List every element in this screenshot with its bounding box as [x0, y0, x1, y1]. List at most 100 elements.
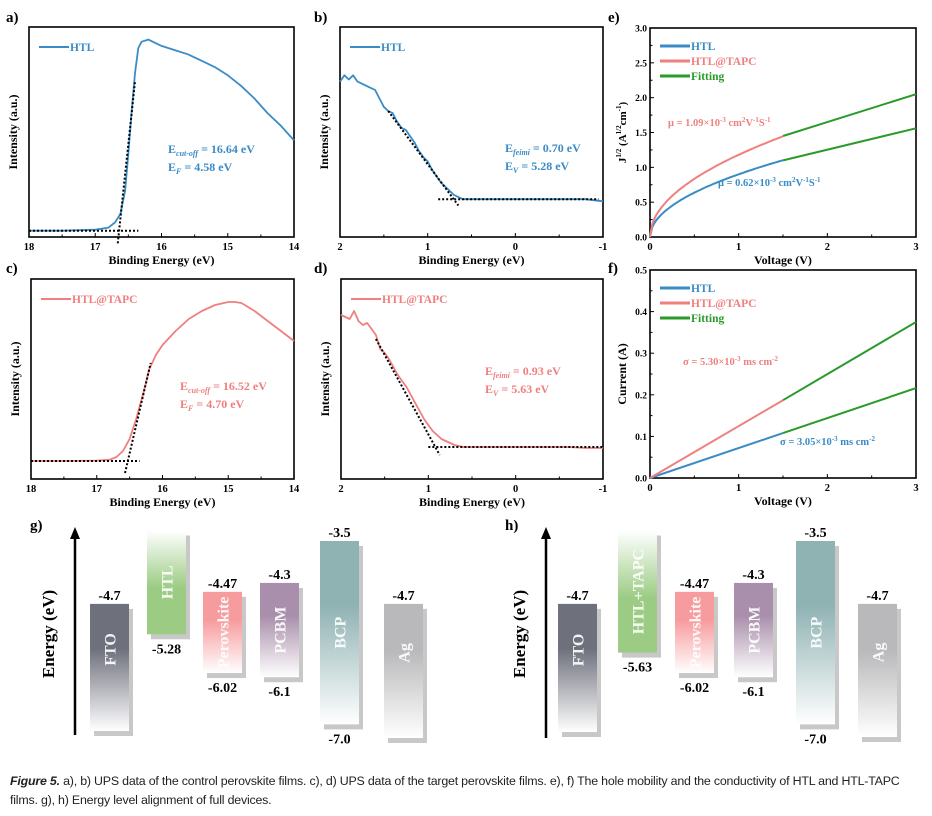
panel-label: d) — [314, 261, 327, 277]
x-tick-label: 17 — [92, 484, 103, 495]
x-tick-label: 0 — [647, 483, 652, 494]
annotation-text: Efeimi = 0.93 eV — [485, 364, 561, 380]
series-line-htl-tapc — [31, 301, 295, 462]
y-tick-label: 1.5 — [635, 129, 647, 139]
layer-top-energy: -4.7 — [98, 589, 120, 604]
y-tick-label: 0.4 — [635, 308, 647, 318]
x-tick-label: 1 — [736, 242, 741, 253]
layer-top-energy: -4.7 — [866, 589, 888, 604]
series-line-fitting-htl- — [782, 387, 917, 435]
x-tick-label: 0 — [647, 242, 652, 253]
y-axis-label: Intensity (a.u.) — [6, 94, 20, 169]
layer-bar — [384, 603, 423, 738]
legend-label: HTL@TAPC — [691, 298, 756, 310]
y-tick-label: 1.0 — [635, 164, 647, 174]
layer-bottom-energy: -6.1 — [268, 685, 290, 700]
caption-text: a), b) UPS data of the control perovskit… — [10, 774, 900, 807]
plot-frame — [339, 26, 604, 238]
layer-top-energy: -3.5 — [328, 526, 350, 541]
layer-bottom-energy: -6.1 — [742, 685, 764, 700]
energy-axis-arrowhead — [70, 527, 80, 539]
layer-name: FTO — [103, 633, 120, 666]
panel-label: a) — [6, 10, 19, 26]
annotation-text: EF = 4.58 eV — [168, 160, 233, 176]
layer-bar — [320, 541, 359, 725]
layer-name: FTO — [571, 634, 588, 667]
x-tick-label: 16 — [156, 242, 167, 253]
legend-label: HTL@TAPC — [382, 294, 447, 306]
plot-frame — [649, 27, 917, 238]
legend-label: Fitting — [691, 71, 724, 83]
energy-axis-arrowhead — [541, 527, 551, 539]
x-axis-label: Binding Energy (eV) — [108, 253, 214, 267]
layer-top-energy: -3.5 — [804, 526, 826, 541]
series-line-htl-tapc — [649, 135, 784, 238]
x-tick-label: 3 — [913, 483, 918, 494]
layer-top-energy: -4.3 — [268, 568, 290, 583]
panel-d: d) 2 1 0 -1 Binding Energy (eV) Intensity (a.u… — [314, 261, 607, 509]
x-axis-label: Voltage (V) — [754, 494, 812, 508]
y-tick-label: 0.5 — [635, 267, 647, 277]
legend-label: Fitting — [691, 313, 724, 325]
series-line-fitting-htl-tapc- — [782, 321, 917, 402]
layer-bar — [260, 582, 299, 678]
layer-bar — [734, 582, 773, 678]
layer-top-energy: -4.47 — [680, 577, 709, 592]
layer-top-energy: -4.47 — [208, 577, 237, 592]
x-tick-label: 18 — [26, 484, 37, 495]
annotation-text: μ = 0.62×10-3 cm2V-1S-1 — [718, 176, 821, 189]
x-tick-label: 16 — [157, 484, 168, 495]
layer-bar — [203, 591, 242, 674]
x-tick-label: 3 — [913, 242, 918, 253]
panel-label: c) — [6, 261, 18, 277]
layer-name: Perovskite — [216, 597, 233, 669]
annotation-text: Ecut-off = 16.64 eV — [168, 142, 255, 158]
annotation-text: Efeimi = 0.70 eV — [505, 141, 581, 157]
y-axis-label: J1/2 (A1/2cm-1) — [615, 102, 629, 164]
x-tick-label: 1 — [736, 483, 741, 494]
layer-bottom-energy: -7.0 — [328, 732, 350, 747]
series-line-htl — [339, 74, 604, 203]
energy-level-bcp: BCP -3.5 -7.0 — [320, 526, 363, 747]
layer-name: HTL — [160, 565, 177, 599]
layer-top-energy: -4.3 — [742, 568, 764, 583]
tangent-fit-line — [124, 362, 152, 474]
annotation-text: Ecut-off = 16.52 eV — [180, 379, 267, 395]
layer-name: PCBM — [747, 607, 764, 654]
tangent-fit-line — [375, 338, 441, 456]
layer-bottom-energy: -7.0 — [804, 732, 826, 747]
plot-frame — [28, 26, 295, 238]
x-tick-label: 1 — [426, 484, 431, 495]
figure-5: a) 18 17 16 15 14 Binding Energy (eV) Intensity… — [6, 10, 919, 747]
layer-bar — [675, 591, 714, 674]
series-line-htl-tapc — [340, 310, 603, 449]
x-tick-label: -1 — [599, 242, 608, 253]
panel-b: b) 2 1 0 -1 Binding Energy (eV) Intensity (a.u… — [314, 10, 607, 267]
y-axis-label: Current (A) — [615, 343, 629, 404]
panel-h: h) Energy (eV) FTO -4.7 HTL+TAPC -5.63 Perovsk… — [505, 518, 901, 747]
series-line-htl — [29, 38, 295, 232]
y-tick-label: 0.0 — [635, 475, 647, 485]
x-tick-label: 14 — [289, 242, 300, 253]
x-tick-label: 2 — [338, 484, 343, 495]
layer-name: PCBM — [273, 607, 290, 654]
layer-bar — [558, 603, 597, 732]
x-axis-label: Binding Energy (eV) — [109, 495, 215, 509]
layer-name: BCP — [333, 616, 350, 648]
panel-label: f) — [608, 261, 618, 277]
energy-axis-label: Energy (eV) — [39, 590, 58, 678]
layer-bottom-energy: -6.02 — [208, 681, 237, 696]
y-axis-label: Intensity (a.u.) — [317, 94, 331, 169]
tangent-fit-line — [116, 81, 136, 244]
annotation-text: EV = 5.28 eV — [505, 159, 570, 175]
series-line-htl-tapc — [649, 399, 784, 479]
layer-bar — [858, 603, 897, 737]
layer-bar — [796, 541, 835, 725]
layer-top-energy: -4.7 — [566, 589, 588, 604]
caption-label: Figure 5. — [10, 774, 60, 788]
panel-label: e) — [608, 10, 620, 26]
y-axis-label: Intensity (a.u.) — [318, 341, 332, 416]
layer-name: Ag — [871, 643, 888, 663]
series-line-fitting-htl- — [782, 127, 917, 162]
layer-name: HTL+TAPC — [631, 549, 648, 634]
